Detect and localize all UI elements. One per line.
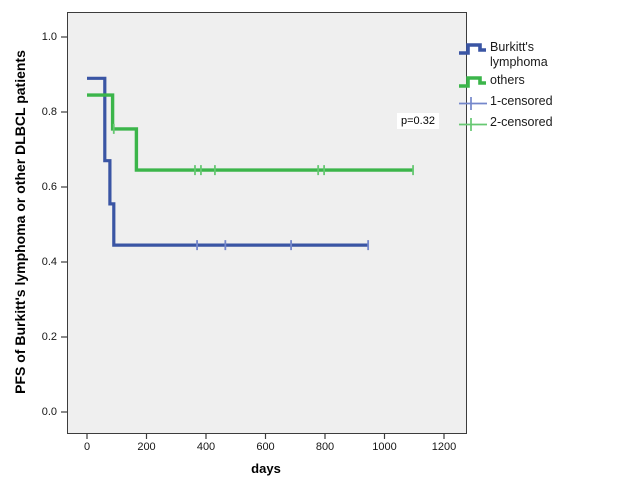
y-tick-label: 0.6 xyxy=(41,180,57,193)
legend-item: Burkitt's lymphoma xyxy=(459,40,621,70)
x-tick-label: 0 xyxy=(83,441,91,453)
plus-line-icon xyxy=(459,118,487,131)
x-tick-label: 1200 xyxy=(431,441,457,453)
x-tick-label: 200 xyxy=(137,441,156,453)
legend-item: others xyxy=(459,73,621,91)
y-tick-label: 0.4 xyxy=(41,255,57,268)
x-tick-label: 1000 xyxy=(372,441,397,453)
legend-item: 2-censored xyxy=(459,115,621,133)
y-tick-label: 0.8 xyxy=(41,105,57,118)
x-tick-label: 800 xyxy=(315,441,335,453)
p-value-annotation: p=0.32 xyxy=(397,113,439,129)
legend-item: 1-censored xyxy=(459,94,621,112)
x-tick-label: 400 xyxy=(196,441,216,453)
legend-item-label: others xyxy=(490,73,525,87)
legend-item-label: 1-censored xyxy=(490,94,553,108)
legend-item-label: 2-censored xyxy=(490,115,553,129)
plot-area xyxy=(67,12,467,434)
y-tick-label: 1.0 xyxy=(41,30,57,43)
y-tick-label: 0.2 xyxy=(41,330,57,343)
legend-item-label: Burkitt's lymphoma xyxy=(490,40,548,69)
step-line-icon xyxy=(459,76,486,88)
y-tick-label: 0.0 xyxy=(41,405,57,418)
plus-line-icon xyxy=(459,97,487,110)
legend: Burkitt's lymphoma others 1-censored 2-cens… xyxy=(459,40,621,136)
x-tick-label: 600 xyxy=(256,441,275,453)
x-axis-title: days xyxy=(251,461,281,476)
step-line-icon xyxy=(459,43,486,55)
